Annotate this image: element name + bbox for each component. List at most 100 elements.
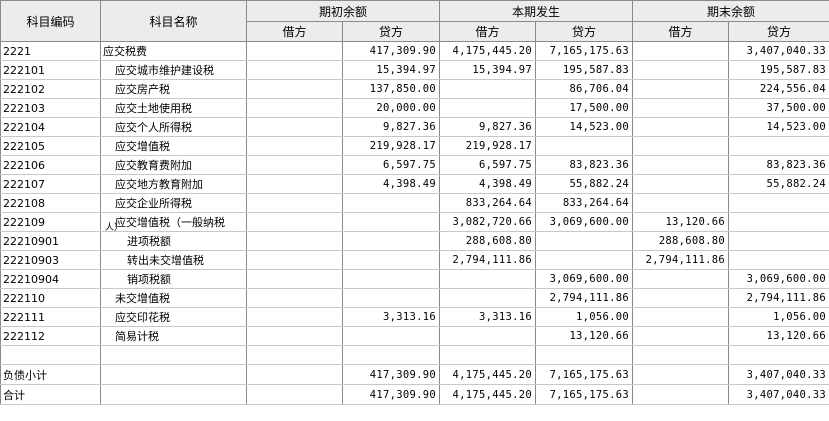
account-code-cell[interactable]: 2221: [0, 41, 101, 61]
closing-credit-cell[interactable]: 3,407,040.33: [728, 41, 829, 61]
closing-debit-cell[interactable]: [632, 269, 730, 289]
current-debit-cell[interactable]: [439, 288, 537, 308]
opening-debit-cell[interactable]: [246, 193, 343, 213]
current-credit-cell[interactable]: 83,823.36: [535, 155, 634, 175]
opening-debit-cell[interactable]: [246, 250, 343, 270]
opening-credit-cell[interactable]: [341, 212, 441, 232]
closing-debit-cell[interactable]: [632, 326, 730, 346]
account-code-cell[interactable]: 222110: [0, 288, 101, 308]
current-debit-cell[interactable]: 219,928.17: [439, 136, 537, 156]
opening-credit-cell[interactable]: [341, 326, 441, 346]
header-opening-credit[interactable]: 贷方: [341, 21, 441, 42]
total-row[interactable]: 合计 417,309.90 4,175,445.20 7,165,175.63 3,40…: [0, 384, 829, 405]
closing-debit-cell[interactable]: [632, 60, 730, 80]
account-code-cell[interactable]: 222108: [0, 193, 101, 213]
table-row[interactable]: 222106 应交教育费附加 6,597.75 6,597.75 83,823.36 83…: [0, 155, 829, 175]
opening-credit-cell[interactable]: 219,928.17: [341, 136, 441, 156]
closing-credit-cell[interactable]: 3,069,600.00: [728, 269, 829, 289]
header-account-name[interactable]: 科目名称: [100, 0, 247, 42]
opening-debit-cell[interactable]: [246, 288, 343, 308]
opening-debit-cell[interactable]: [246, 155, 343, 175]
total-opening-credit-cell[interactable]: 417,309.90: [341, 384, 441, 405]
account-code-cell[interactable]: 222105: [0, 136, 101, 156]
current-credit-cell[interactable]: 1,056.00: [535, 307, 634, 327]
table-row[interactable]: 222111 应交印花税 3,313.16 3,313.16 1,056.00 1,056…: [0, 307, 829, 327]
current-debit-cell[interactable]: [439, 79, 537, 99]
closing-debit-cell[interactable]: [632, 155, 730, 175]
account-code-cell[interactable]: 222106: [0, 155, 101, 175]
current-debit-cell[interactable]: 833,264.64: [439, 193, 537, 213]
total-closing-debit-cell[interactable]: [632, 364, 730, 385]
current-credit-cell[interactable]: 14,523.00: [535, 117, 634, 137]
table-row[interactable]: 222112 简易计税 13,120.66 13,120.66: [0, 326, 829, 346]
opening-debit-cell[interactable]: [246, 98, 343, 118]
account-code-cell[interactable]: 22210903: [0, 250, 101, 270]
closing-debit-cell[interactable]: 2,794,111.86: [632, 250, 730, 270]
opening-debit-cell[interactable]: [246, 326, 343, 346]
opening-credit-cell[interactable]: 9,827.36: [341, 117, 441, 137]
current-credit-cell[interactable]: 55,882.24: [535, 174, 634, 194]
closing-debit-cell[interactable]: [632, 41, 730, 61]
total-label-cell[interactable]: 负债小计: [0, 364, 101, 385]
total-current-credit-cell[interactable]: 7,165,175.63: [535, 384, 634, 405]
opening-credit-cell[interactable]: [341, 193, 441, 213]
opening-credit-cell[interactable]: 4,398.49: [341, 174, 441, 194]
closing-debit-cell[interactable]: 288,608.80: [632, 231, 730, 251]
account-name-cell[interactable]: 应交土地使用税: [100, 98, 247, 118]
current-credit-cell[interactable]: 3,069,600.00: [535, 269, 634, 289]
total-current-debit-cell[interactable]: 4,175,445.20: [439, 364, 537, 385]
header-closing-debit[interactable]: 借方: [632, 21, 730, 42]
current-credit-cell[interactable]: 13,120.66: [535, 326, 634, 346]
closing-credit-cell[interactable]: [728, 231, 829, 251]
account-code-cell[interactable]: 222109: [0, 212, 101, 232]
opening-debit-cell[interactable]: [246, 174, 343, 194]
account-name-cell[interactable]: 转出未交增值税: [100, 250, 247, 270]
current-credit-cell[interactable]: 3,069,600.00: [535, 212, 634, 232]
total-closing-credit-cell[interactable]: 3,407,040.33: [728, 384, 829, 405]
current-debit-cell[interactable]: 288,608.80: [439, 231, 537, 251]
current-credit-cell[interactable]: 7,165,175.63: [535, 41, 634, 61]
total-current-credit-cell[interactable]: 7,165,175.63: [535, 364, 634, 385]
account-code-cell[interactable]: 22210901: [0, 231, 101, 251]
account-name-cell[interactable]: 应交教育费附加: [100, 155, 247, 175]
header-account-code[interactable]: 科目编码: [0, 0, 101, 42]
current-debit-cell[interactable]: 2,794,111.86: [439, 250, 537, 270]
account-code-cell[interactable]: 222107: [0, 174, 101, 194]
closing-credit-cell[interactable]: 55,882.24: [728, 174, 829, 194]
total-opening-debit-cell[interactable]: [246, 364, 343, 385]
closing-credit-cell[interactable]: [728, 193, 829, 213]
current-credit-cell[interactable]: [535, 250, 634, 270]
header-opening-debit[interactable]: 借方: [246, 21, 343, 42]
closing-credit-cell[interactable]: [728, 250, 829, 270]
closing-credit-cell[interactable]: 13,120.66: [728, 326, 829, 346]
table-row[interactable]: 22210904 销项税额 3,069,600.00 3,069,600.00: [0, 269, 829, 289]
closing-credit-cell[interactable]: [728, 136, 829, 156]
opening-debit-cell[interactable]: [246, 60, 343, 80]
account-name-cell[interactable]: 未交增值税: [100, 288, 247, 308]
opening-credit-cell[interactable]: 20,000.00: [341, 98, 441, 118]
current-credit-cell[interactable]: 2,794,111.86: [535, 288, 634, 308]
table-row[interactable]: 222104 应交个人所得税 9,827.36 9,827.36 14,523.00 14…: [0, 117, 829, 137]
header-closing-credit[interactable]: 贷方: [728, 21, 829, 42]
account-name-cell[interactable]: 应交地方教育附加: [100, 174, 247, 194]
closing-credit-cell[interactable]: [728, 212, 829, 232]
closing-debit-cell[interactable]: [632, 136, 730, 156]
account-code-cell[interactable]: 222102: [0, 79, 101, 99]
opening-debit-cell[interactable]: [246, 136, 343, 156]
current-debit-cell[interactable]: [439, 326, 537, 346]
opening-credit-cell[interactable]: 137,850.00: [341, 79, 441, 99]
table-row[interactable]: 222105 应交增值税 219,928.17 219,928.17: [0, 136, 829, 156]
current-credit-cell[interactable]: [535, 136, 634, 156]
table-row[interactable]: 222101 应交城市维护建设税 15,394.97 15,394.97 195,587…: [0, 60, 829, 80]
account-name-cell[interactable]: 应交增值税: [100, 136, 247, 156]
table-row[interactable]: 22210903 转出未交增值税 2,794,111.86 2,794,111.86: [0, 250, 829, 270]
total-current-debit-cell[interactable]: 4,175,445.20: [439, 384, 537, 405]
total-row[interactable]: 负债小计 417,309.90 4,175,445.20 7,165,175.63 3,…: [0, 364, 829, 385]
current-debit-cell[interactable]: [439, 98, 537, 118]
header-current-debit[interactable]: 借方: [439, 21, 537, 42]
table-row[interactable]: 222110 未交增值税 2,794,111.86 2,794,111.86: [0, 288, 829, 308]
table-row[interactable]: 222103 应交土地使用税 20,000.00 17,500.00 37,500.00: [0, 98, 829, 118]
opening-debit-cell[interactable]: [246, 212, 343, 232]
account-name-cell[interactable]: 进项税额: [100, 231, 247, 251]
opening-credit-cell[interactable]: [341, 288, 441, 308]
